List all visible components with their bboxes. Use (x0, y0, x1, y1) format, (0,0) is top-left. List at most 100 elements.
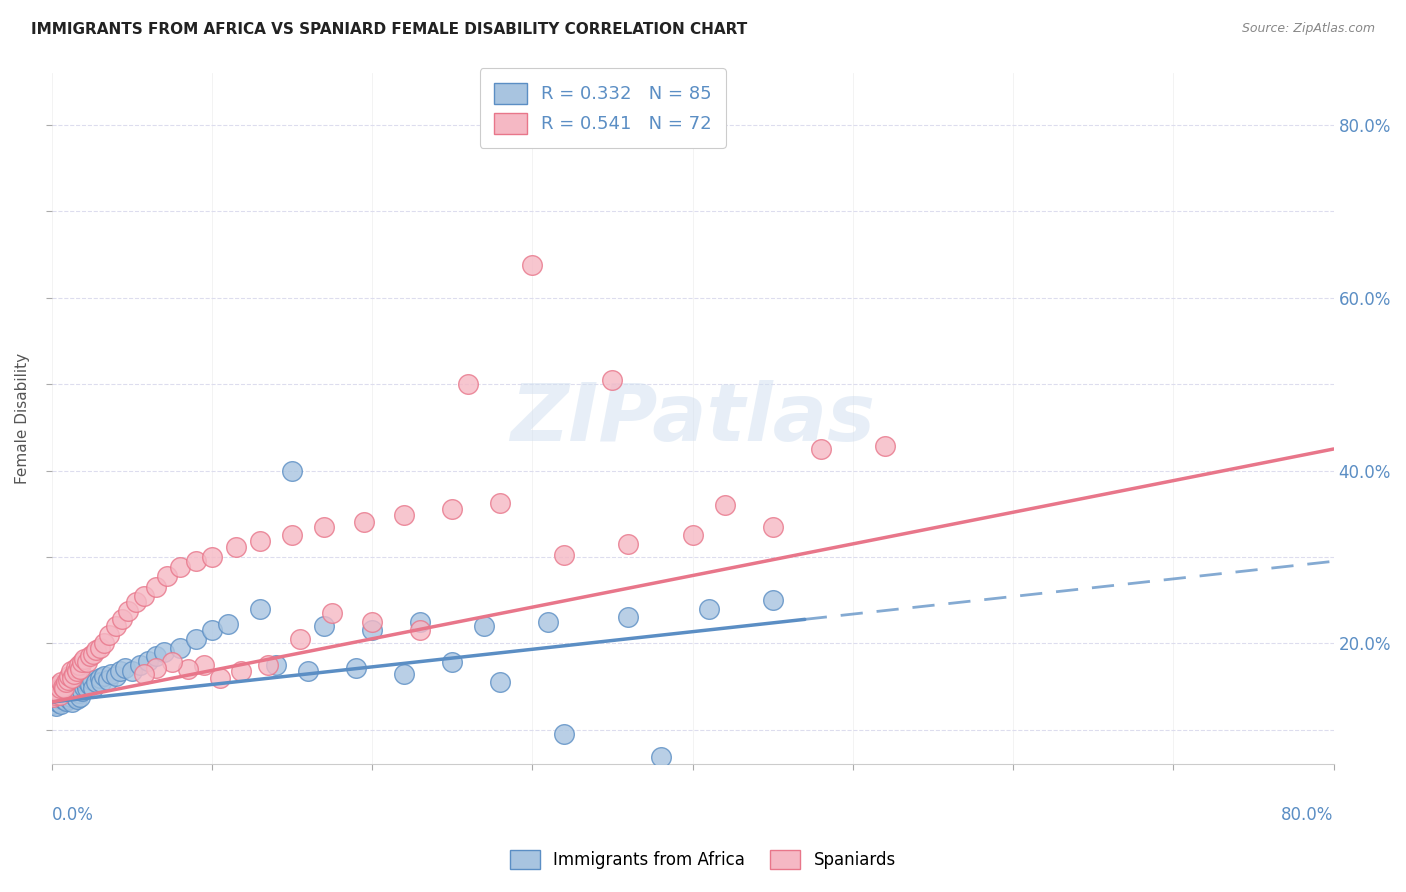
Point (344, 660, 367, 674)
Point (70, 683, 93, 698)
Point (249, 534, 271, 549)
Point (77, 675, 100, 690)
Point (152, 645, 174, 659)
Point (392, 666, 415, 681)
Legend: R = 0.332   N = 85, R = 0.541   N = 72: R = 0.332 N = 85, R = 0.541 N = 72 (479, 69, 725, 148)
Point (713, 498, 735, 512)
Point (873, 439, 896, 453)
Point (48, 692, 70, 706)
Point (45, 686, 67, 700)
Point (288, 632, 311, 646)
Point (52, 686, 75, 700)
Point (553, 727, 575, 741)
Point (44, 688, 66, 702)
Point (42, 697, 65, 711)
Point (762, 519, 785, 533)
Point (69, 662, 91, 676)
Point (208, 671, 231, 685)
Point (111, 612, 134, 626)
Point (66, 664, 89, 678)
Point (617, 537, 640, 551)
Point (121, 664, 143, 678)
Text: 0.0%: 0.0% (52, 805, 93, 823)
Point (134, 666, 156, 681)
Point (134, 589, 156, 603)
Point (52, 680, 75, 694)
Point (361, 615, 384, 629)
Point (66, 680, 89, 694)
Point (45, 685, 67, 699)
Point (69, 690, 91, 704)
Point (184, 554, 207, 568)
Point (82, 681, 104, 696)
Point (160, 656, 183, 670)
Point (75, 675, 97, 690)
Legend: Immigrants from Africa, Spaniards: Immigrants from Africa, Spaniards (501, 840, 905, 880)
Point (184, 632, 207, 646)
Point (602, 373, 624, 387)
Point (48, 681, 70, 696)
Point (697, 601, 720, 615)
Point (537, 615, 560, 629)
Point (312, 519, 335, 533)
Point (46, 690, 69, 704)
Point (53, 692, 76, 706)
Point (297, 664, 319, 678)
Point (80, 673, 103, 687)
Point (53, 681, 76, 696)
Text: Source: ZipAtlas.com: Source: ZipAtlas.com (1241, 22, 1375, 36)
Point (63, 681, 86, 696)
Point (86, 643, 108, 657)
Point (63, 688, 86, 702)
Point (44, 694, 66, 708)
Point (169, 640, 191, 655)
Point (55, 675, 77, 690)
Point (522, 258, 544, 272)
Point (128, 657, 150, 672)
Point (67, 686, 90, 700)
Point (136, 654, 159, 668)
Point (49, 697, 72, 711)
Point (65, 690, 87, 704)
Point (89, 671, 111, 685)
Point (86, 675, 108, 690)
Point (76, 656, 98, 670)
Point (44, 688, 66, 702)
Point (82, 647, 104, 661)
Point (46, 678, 69, 692)
Point (44, 681, 66, 696)
Point (353, 516, 375, 530)
Point (49, 675, 72, 690)
Point (281, 464, 304, 478)
Point (257, 657, 280, 672)
Point (441, 502, 464, 516)
Point (361, 624, 384, 638)
Text: IMMIGRANTS FROM AFRICA VS SPANIARD FEMALE DISABILITY CORRELATION CHART: IMMIGRANTS FROM AFRICA VS SPANIARD FEMAL… (31, 22, 747, 37)
Point (60, 671, 83, 685)
Point (46, 683, 69, 698)
Point (53, 681, 76, 696)
Point (409, 615, 432, 629)
Point (89, 640, 111, 655)
Point (104, 669, 127, 683)
Point (42, 683, 65, 698)
Point (201, 624, 224, 638)
Point (60, 683, 83, 698)
Point (312, 619, 335, 633)
Point (45, 680, 67, 694)
Point (321, 606, 343, 620)
Point (72, 652, 94, 666)
Point (762, 593, 785, 607)
Point (110, 664, 132, 678)
Point (145, 649, 167, 664)
Point (145, 660, 167, 674)
Point (201, 549, 224, 564)
Point (193, 657, 215, 672)
Point (650, 750, 672, 764)
Point (76, 681, 98, 696)
Point (58, 688, 80, 702)
Point (45, 698, 67, 713)
Point (48, 681, 70, 696)
Point (79, 678, 101, 692)
Point (93, 636, 115, 650)
